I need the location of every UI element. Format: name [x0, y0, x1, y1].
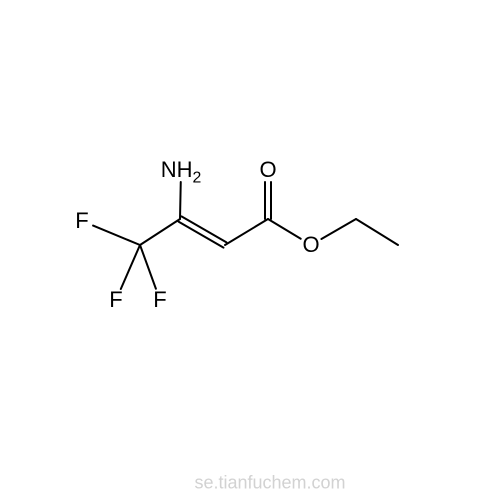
atom-F3: F: [153, 289, 166, 311]
atom-F2: F: [109, 289, 122, 311]
atom-O1: O: [259, 159, 276, 181]
atom-F1: F: [75, 210, 88, 232]
atom-N: NH2: [161, 159, 202, 181]
watermark-text: se.tianfuchem.com: [194, 473, 345, 494]
molecule-svg: [0, 0, 500, 500]
atom-O2: O: [302, 234, 319, 256]
